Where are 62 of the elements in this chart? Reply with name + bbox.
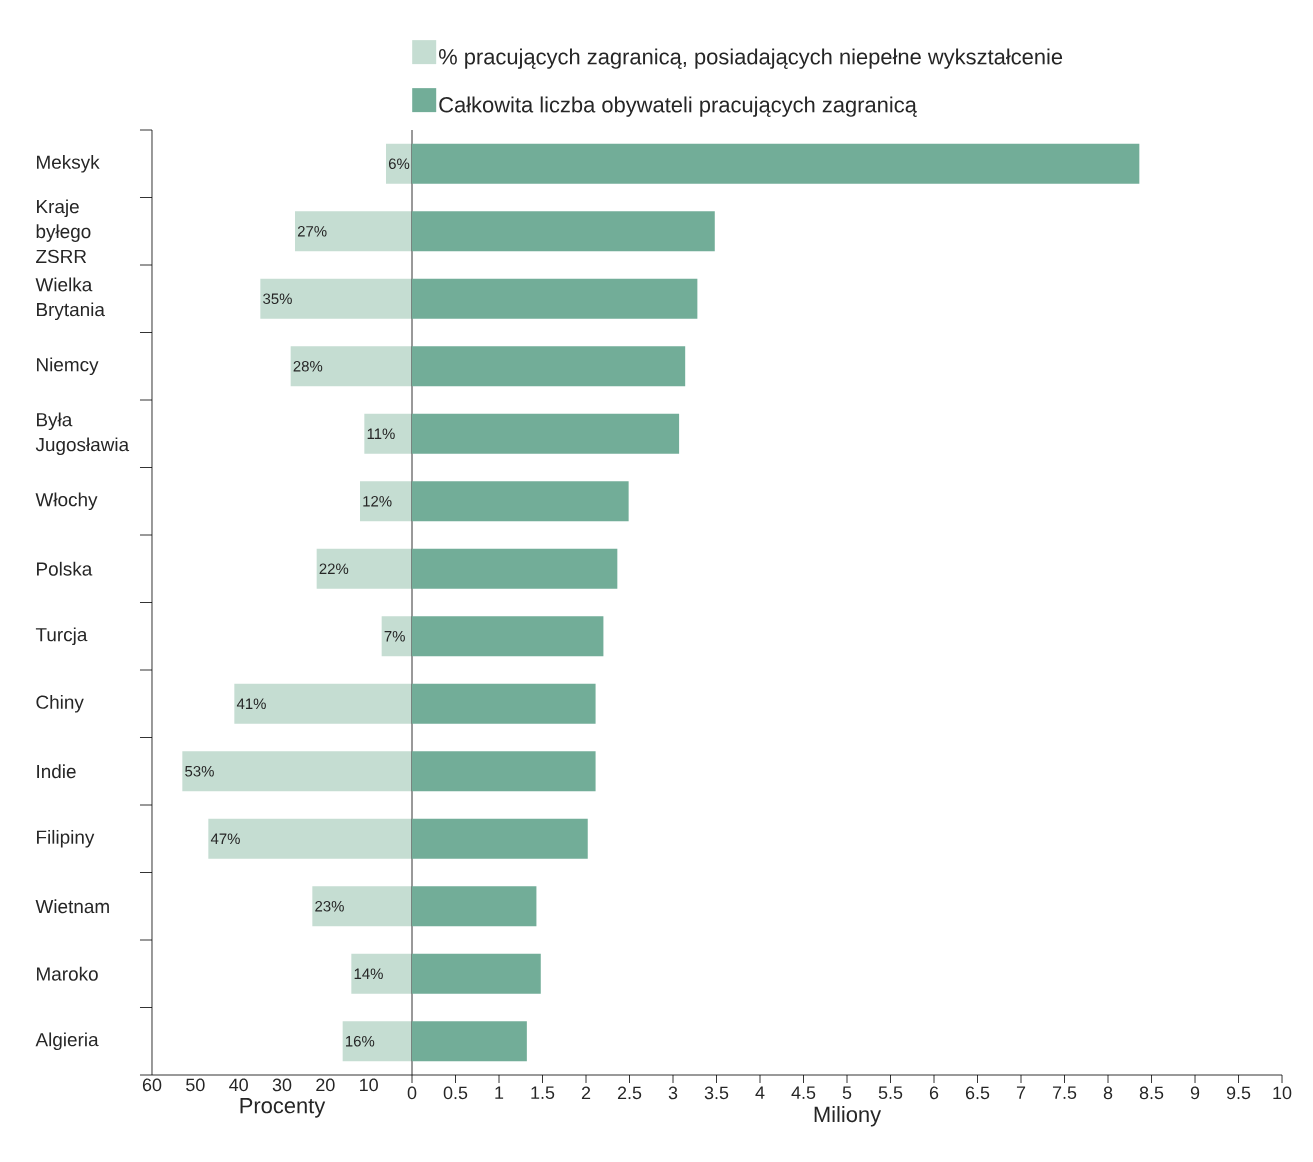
data-label: 41% [236, 698, 266, 709]
y-tick-label: Polska [37, 561, 93, 576]
x-tick-label: 6.5 [965, 1086, 990, 1100]
y-tick-label: Wietnam [35, 899, 109, 914]
y-tick-label: Była Jugosławia [35, 412, 130, 456]
x-tick-label: 6 [929, 1086, 939, 1100]
x-tick-label: 2.5 [617, 1086, 642, 1100]
y-tick-label: Turcja [35, 627, 88, 646]
y-tick-label: Indie [37, 764, 76, 779]
x-tick-label: 3 [668, 1086, 678, 1100]
data-label: 7% [384, 631, 405, 642]
data-label: 6% [388, 158, 410, 170]
data-label: 27% [297, 225, 327, 237]
x-tick-label: 30 [272, 1078, 292, 1092]
x-tick-label: 9 [1190, 1086, 1200, 1100]
x-tick-label: 8.5 [1139, 1086, 1164, 1100]
bar [360, 481, 412, 522]
y-tick-label: Maroko [37, 966, 98, 981]
legend-label: % pracujących zagranicą, posiadających niepełne wykształcenie [438, 48, 1063, 69]
y-tick-label: Filipiny [37, 829, 95, 848]
x-tick-label: 5.5 [878, 1086, 903, 1100]
x-tick-label: 3.5 [704, 1086, 729, 1100]
x-tick-label: 7 [1016, 1086, 1026, 1099]
y-tick-label: Kraje byłego ZSRR [36, 199, 91, 264]
bar [381, 616, 412, 657]
x-tick-label: 1 [495, 1086, 504, 1099]
data-label: 16% [346, 1035, 375, 1047]
x-tick-label: 7.5 [1052, 1086, 1077, 1100]
data-label: 23% [315, 900, 344, 912]
x-tick-label: 9.5 [1226, 1086, 1251, 1100]
data-label: 35% [263, 293, 292, 305]
x-tick-label: 40 [229, 1078, 248, 1092]
x-tick-label: 10 [1273, 1086, 1292, 1100]
data-label: 53% [185, 765, 214, 777]
data-label: 22% [319, 563, 349, 575]
legend-label: Całkowita liczba obywateli pracujących zagranicą [439, 96, 917, 117]
data-label: 47% [210, 833, 240, 844]
y-tick-label: Meksyk [37, 154, 100, 173]
y-tick-label: Włochy [35, 492, 98, 511]
x-tick-label: 2 [581, 1086, 591, 1100]
y-tick-label: Niemcy [37, 357, 99, 376]
bar [364, 413, 412, 454]
x-tick-label: 0 [407, 1086, 417, 1100]
x-tick-label: 10 [360, 1078, 378, 1092]
x-tick-label: 4 [755, 1086, 765, 1099]
x-tick-label: 20 [316, 1078, 335, 1092]
data-label: 11% [367, 428, 395, 439]
x-tick-label: 4.5 [791, 1086, 816, 1100]
y-tick-label: Chiny [36, 694, 84, 713]
x-axis-title: Miliony [814, 1106, 882, 1127]
x-axis-title: Procenty [240, 1098, 326, 1118]
x-tick-label: 50 [186, 1078, 205, 1092]
data-label: 28% [293, 360, 323, 372]
x-tick-label: 0.5 [443, 1086, 468, 1100]
data-label: 14% [354, 968, 383, 979]
data-label: 12% [363, 495, 392, 507]
x-tick-label: 5 [842, 1086, 852, 1100]
x-tick-label: 60 [142, 1078, 162, 1092]
y-tick-label: Algieria [35, 1032, 99, 1051]
x-tick-label: 1.5 [531, 1086, 555, 1100]
y-tick-label: Wielka Brytania [35, 277, 105, 321]
x-tick-label: 8 [1103, 1086, 1113, 1100]
